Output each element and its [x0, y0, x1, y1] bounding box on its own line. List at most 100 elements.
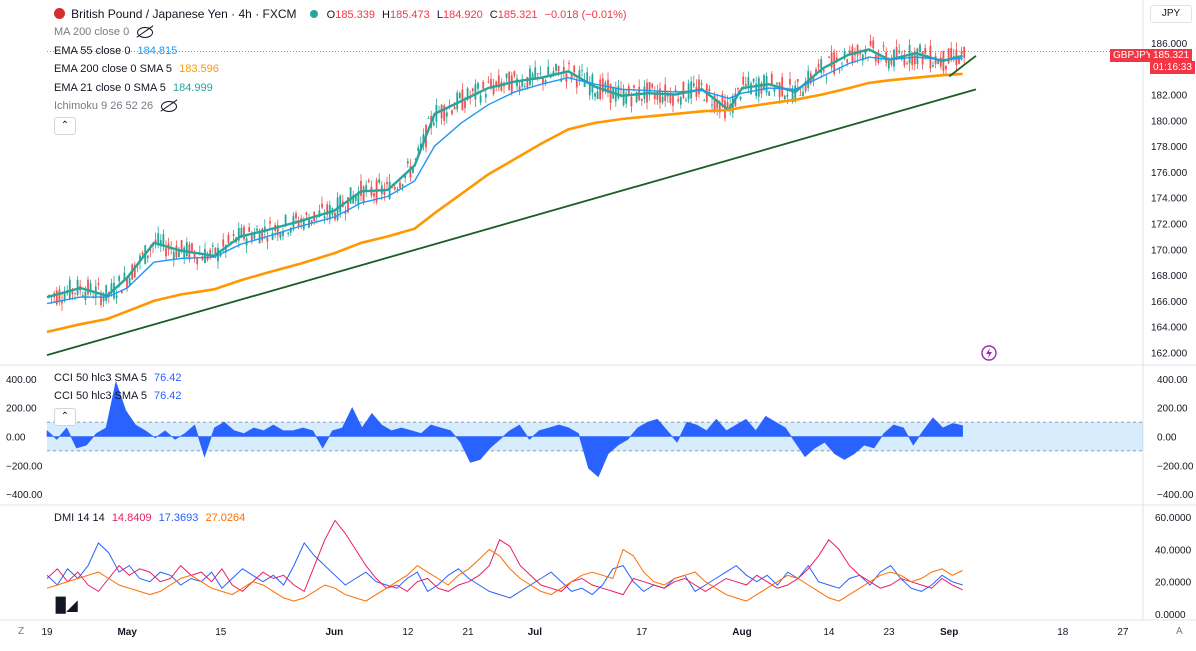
- candle-body: [406, 161, 409, 164]
- candle-body: [505, 73, 508, 79]
- candle-body: [864, 49, 867, 54]
- candle-body: [757, 77, 760, 97]
- candle-body: [396, 188, 399, 190]
- legend-ma200[interactable]: MA 200 close 0: [54, 26, 157, 38]
- legend-cci-2[interactable]: CCI 50 hlc3 SMA 5 76.42: [54, 390, 186, 402]
- candle-body: [248, 227, 251, 232]
- collapse-cci-legend-button[interactable]: ⌃: [54, 408, 76, 426]
- candle-body: [477, 82, 479, 89]
- candle-body: [227, 234, 230, 243]
- candle-body: [58, 289, 61, 302]
- candle-body: [854, 54, 856, 56]
- candle-body: [323, 216, 326, 219]
- candle-body: [747, 77, 750, 86]
- candle-body: [536, 73, 539, 75]
- auto-scale-toggle[interactable]: A: [1176, 626, 1183, 637]
- hidden-eye-icon[interactable]: [137, 26, 154, 38]
- candle-body: [690, 81, 693, 99]
- symbol-price-tag: GBPJPY: [1110, 49, 1156, 62]
- candle-body: [625, 93, 628, 104]
- legend-cci-1[interactable]: CCI 50 hlc3 SMA 5 76.42: [54, 372, 186, 384]
- candle-body: [479, 95, 482, 103]
- candle-body: [284, 214, 287, 225]
- cci-axis-tick-left: 0.00: [6, 433, 26, 444]
- candle-body: [261, 228, 264, 241]
- candle-body: [945, 65, 947, 70]
- timezone-toggle[interactable]: Z: [18, 626, 25, 637]
- price-axis-tick: 170.000: [1151, 245, 1188, 256]
- candle-body: [222, 239, 225, 247]
- ema-line: [46, 56, 963, 305]
- candle-body: [305, 212, 308, 215]
- candle-body: [742, 76, 745, 85]
- candle-body: [895, 47, 898, 60]
- candle-body: [61, 300, 63, 304]
- trendline: [948, 55, 977, 78]
- candle-body: [321, 203, 323, 208]
- hidden-eye-icon[interactable]: [161, 100, 178, 112]
- candle-body: [258, 232, 261, 244]
- candle-body: [180, 240, 183, 251]
- legend-ema55[interactable]: EMA 55 close 0 184.815: [54, 45, 181, 57]
- candle-body: [716, 99, 719, 109]
- candle-body: [744, 83, 747, 86]
- ohlc-low: 184.920: [442, 9, 483, 21]
- candle-body: [781, 77, 784, 97]
- candle-body: [552, 71, 555, 76]
- candle-body: [133, 264, 136, 278]
- time-axis-tick: 18: [1057, 627, 1069, 638]
- legend-ema21[interactable]: EMA 21 close 0 SMA 5 184.999: [54, 82, 217, 94]
- candle-body: [185, 242, 188, 257]
- cci-axis-tick-left: 200.00: [6, 404, 37, 415]
- ohlc-open: 185.339: [335, 9, 375, 21]
- price-axis-tick: 186.000: [1151, 39, 1188, 50]
- candle-body: [890, 58, 893, 65]
- candle-body: [443, 105, 446, 121]
- legend-ema200[interactable]: EMA 200 close 0 SMA 5 183.596: [54, 63, 223, 75]
- chevron-up-icon: ⌃: [60, 411, 70, 422]
- candle-body: [700, 83, 703, 85]
- candle-body: [869, 40, 872, 46]
- candle-body: [110, 283, 113, 293]
- symbol-header: British Pound / Japanese Yen · 4h · FXCM…: [54, 7, 631, 21]
- candle-body: [958, 59, 960, 64]
- candle-body: [482, 81, 485, 89]
- candle-body: [357, 191, 360, 205]
- candle-body: [500, 81, 503, 91]
- candle-body: [518, 86, 521, 92]
- candle-body: [201, 256, 204, 261]
- candle-body: [373, 193, 375, 197]
- candle-body: [739, 96, 742, 100]
- candle-body: [903, 54, 906, 66]
- candle-body: [773, 87, 776, 92]
- candle-body: [224, 245, 227, 253]
- symbol-name[interactable]: British Pound / Japanese Yen · 4h · FXCM: [71, 7, 297, 21]
- candle-body: [432, 122, 435, 126]
- candle-body: [157, 233, 160, 246]
- currency-label[interactable]: JPY: [1150, 5, 1192, 23]
- candle-body: [906, 63, 908, 65]
- candle-body: [544, 80, 547, 84]
- candle-body: [276, 224, 279, 236]
- candle-body: [778, 82, 781, 98]
- candle-body: [812, 76, 815, 82]
- candle-body: [484, 93, 487, 98]
- candle-body: [183, 247, 186, 259]
- candle-body: [466, 88, 469, 100]
- candle-body: [916, 48, 919, 64]
- candle-body: [318, 210, 321, 217]
- candle-body: [861, 54, 864, 61]
- collapse-legend-button[interactable]: ⌃: [54, 117, 76, 135]
- candle-body: [737, 87, 739, 90]
- candle-body: [521, 79, 524, 87]
- candle-body: [609, 83, 612, 103]
- legend-dmi[interactable]: DMI 14 14 14.8409 17.3693 27.0264: [54, 512, 249, 524]
- candle-body: [287, 232, 290, 235]
- legend-ema55-value: 184.815: [137, 45, 178, 57]
- price-axis-tick: 178.000: [1151, 142, 1188, 153]
- candle-body: [87, 279, 89, 295]
- time-axis-tick: Jun: [325, 627, 343, 638]
- legend-ichimoku[interactable]: Ichimoku 9 26 52 26: [54, 100, 181, 112]
